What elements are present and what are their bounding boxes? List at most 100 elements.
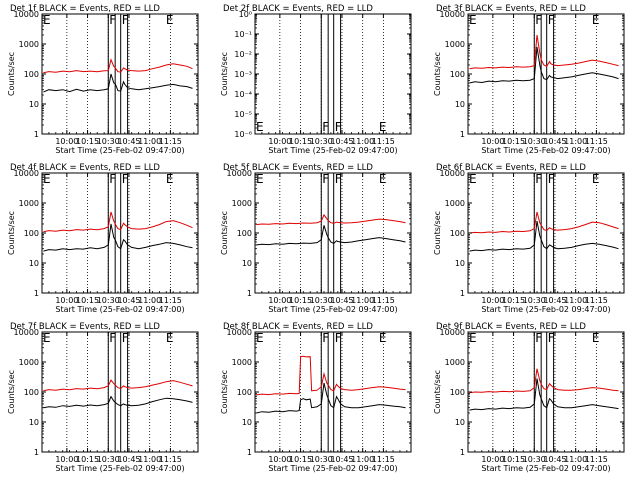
marker-e: E	[592, 331, 600, 345]
marker-f: F	[109, 331, 116, 345]
marker-e: E	[166, 13, 174, 27]
marker-e: E	[43, 331, 51, 345]
x-tick-label: 10:00	[55, 137, 78, 146]
x-tick-label: 10:45	[330, 296, 353, 305]
y-tick-label: 10⁻⁵	[234, 110, 252, 119]
y-tick-label: 10000	[227, 328, 252, 337]
y-tick-label: 10000	[440, 328, 465, 337]
marker-f: F	[322, 331, 329, 345]
y-axis-label: Counts/sec	[220, 370, 229, 414]
y-tick-label: 100	[237, 229, 252, 238]
x-tick-label: 11:00	[351, 296, 374, 305]
y-tick-label: 1	[34, 130, 39, 139]
x-tick-label: 10:45	[117, 137, 140, 146]
panel-title: Det 2f BLACK = Events, RED = LLD	[223, 4, 373, 14]
x-tick-label: 10:45	[543, 296, 566, 305]
y-tick-label: 10⁻⁴	[234, 90, 252, 99]
marker-e: E	[469, 331, 477, 345]
y-tick-label: 10⁻⁶	[234, 130, 252, 139]
plot-frame	[41, 13, 199, 135]
marker-f: F	[535, 172, 542, 186]
x-tick-label: 11:00	[138, 296, 161, 305]
y-tick-label: 10	[455, 100, 465, 109]
x-tick-label: 10:00	[268, 455, 291, 464]
y-tick-label: 1	[247, 289, 252, 298]
x-tick-label: 10:45	[543, 137, 566, 146]
x-tick-label: 10:30	[523, 137, 546, 146]
panel-title: Det 1f BLACK = Events, RED = LLD	[10, 4, 160, 14]
x-tick-label: 10:15	[502, 455, 525, 464]
marker-f: F	[122, 331, 129, 345]
plot-frame	[254, 13, 412, 135]
series-line-events	[43, 73, 193, 93]
marker-f: F	[548, 172, 555, 186]
y-tick-label: 100	[450, 70, 465, 79]
marker-e: E	[256, 120, 264, 134]
plot-frame	[41, 331, 199, 453]
series-line-lld	[256, 355, 406, 396]
marker-e: E	[469, 172, 477, 186]
y-tick-label: 1	[460, 448, 465, 457]
series-line-lld	[256, 213, 406, 226]
y-tick-label: 100	[450, 229, 465, 238]
y-tick-label: 10	[29, 100, 39, 109]
x-tick-label: 10:00	[55, 296, 78, 305]
y-tick-label: 100	[24, 388, 39, 397]
x-axis-label: Start Time (25-Feb-02 09:47:00)	[481, 146, 610, 155]
x-tick-label: 11:00	[564, 455, 587, 464]
x-tick-label: 10:15	[502, 296, 525, 305]
x-tick-label: 11:15	[585, 455, 608, 464]
x-tick-label: 10:00	[481, 137, 504, 146]
y-tick-label: 1000	[445, 199, 465, 208]
marker-f: F	[122, 13, 129, 27]
x-tick-label: 10:15	[76, 296, 99, 305]
y-axis-label: Counts/sec	[220, 211, 229, 255]
x-tick-label: 11:00	[351, 455, 374, 464]
y-tick-label: 1000	[19, 358, 39, 367]
marker-e: E	[256, 331, 264, 345]
marker-f: F	[122, 172, 129, 186]
x-tick-label: 10:00	[268, 296, 291, 305]
x-tick-label: 10:15	[289, 455, 312, 464]
marker-f: F	[548, 13, 555, 27]
x-tick-label: 11:00	[351, 137, 374, 146]
x-tick-label: 10:30	[97, 296, 120, 305]
x-tick-label: 10:30	[310, 296, 333, 305]
x-tick-label: 10:45	[330, 455, 353, 464]
y-axis-label: Counts/sec	[433, 211, 442, 255]
x-axis-label: Start Time (25-Feb-02 09:47:00)	[268, 146, 397, 155]
marker-f: F	[335, 172, 342, 186]
plot-frame	[41, 172, 199, 294]
marker-e: E	[43, 13, 51, 27]
y-tick-label: 1000	[19, 199, 39, 208]
y-tick-label: 10000	[440, 169, 465, 178]
plot-frame	[254, 331, 412, 453]
x-tick-label: 10:30	[310, 455, 333, 464]
y-tick-label: 10	[455, 259, 465, 268]
x-tick-label: 10:15	[76, 455, 99, 464]
marker-f: F	[548, 331, 555, 345]
x-tick-label: 10:30	[310, 137, 333, 146]
series-line-lld	[43, 211, 193, 233]
marker-e: E	[379, 172, 387, 186]
y-axis-label: Counts/sec	[433, 52, 442, 96]
series-line-events	[256, 225, 406, 246]
y-tick-label: 10000	[14, 328, 39, 337]
marker-f: F	[322, 172, 329, 186]
y-axis-label: Counts/sec	[7, 211, 16, 255]
x-tick-label: 10:00	[55, 455, 78, 464]
y-tick-label: 100	[24, 229, 39, 238]
panel-title: Det 4f BLACK = Events, RED = LLD	[10, 163, 160, 173]
x-tick-label: 11:00	[564, 296, 587, 305]
series-line-events	[256, 382, 406, 414]
x-tick-label: 11:15	[585, 137, 608, 146]
y-tick-label: 1000	[232, 358, 252, 367]
series-line-events	[469, 46, 619, 84]
y-tick-label: 10000	[227, 169, 252, 178]
y-tick-label: 10⁻¹	[234, 30, 252, 39]
x-tick-label: 11:15	[372, 137, 395, 146]
x-tick-label: 10:00	[481, 296, 504, 305]
